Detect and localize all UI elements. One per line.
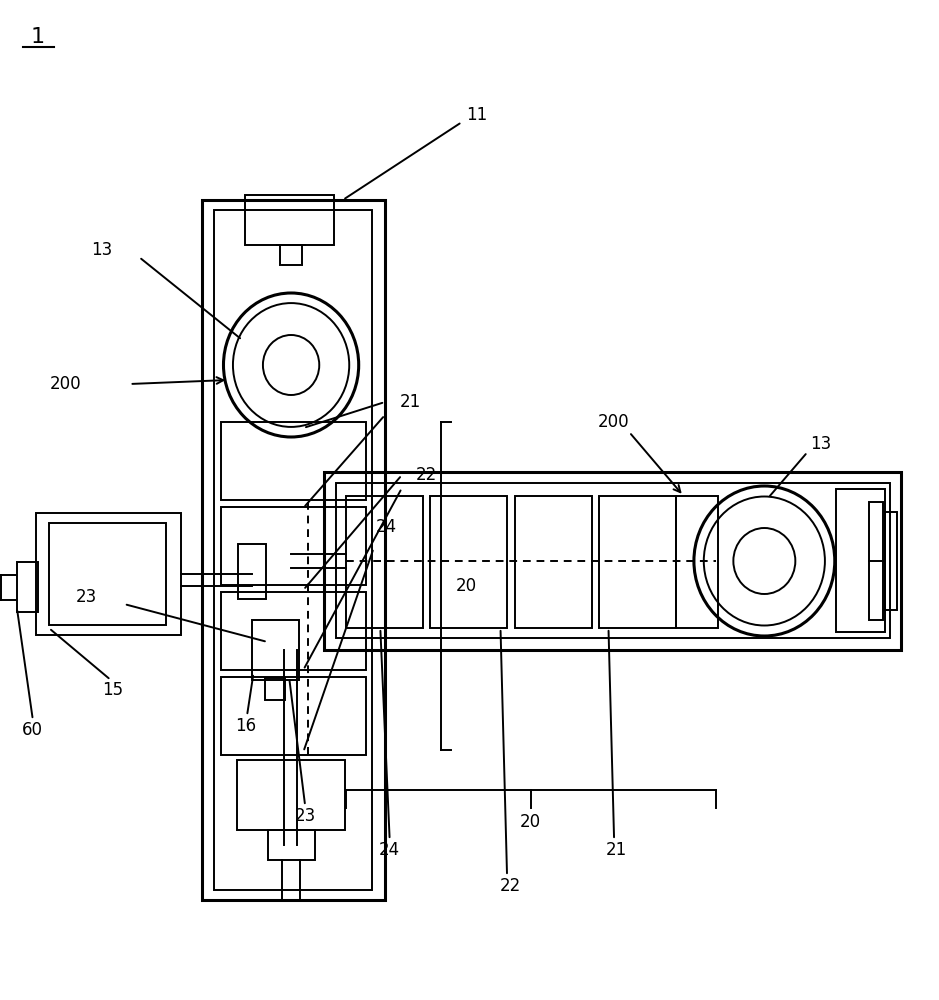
- Text: 23: 23: [295, 807, 316, 825]
- Bar: [245, 195, 334, 245]
- Bar: [202, 200, 385, 900]
- Bar: [238, 544, 266, 599]
- Bar: [268, 830, 315, 860]
- Text: 15: 15: [102, 681, 123, 699]
- Text: 22: 22: [500, 877, 520, 895]
- Bar: [221, 507, 366, 585]
- Bar: [214, 210, 372, 890]
- Bar: [36, 513, 181, 635]
- Bar: [17, 562, 38, 612]
- Text: 13: 13: [810, 435, 831, 453]
- Text: 16: 16: [236, 717, 256, 735]
- Text: 200: 200: [50, 375, 82, 393]
- Text: 11: 11: [467, 106, 487, 124]
- Bar: [252, 620, 299, 680]
- Bar: [336, 483, 890, 638]
- Bar: [324, 472, 901, 650]
- Bar: [49, 523, 166, 625]
- Bar: [221, 422, 366, 500]
- Text: 21: 21: [606, 841, 626, 859]
- Bar: [430, 496, 507, 628]
- Text: 60: 60: [23, 721, 43, 739]
- Text: 20: 20: [520, 813, 541, 831]
- Bar: [515, 496, 592, 628]
- Bar: [265, 678, 285, 700]
- Bar: [221, 677, 366, 755]
- Bar: [346, 496, 423, 628]
- Text: 13: 13: [91, 241, 112, 259]
- Text: 1: 1: [30, 27, 45, 47]
- Text: 24: 24: [379, 841, 400, 859]
- Bar: [885, 512, 897, 610]
- Bar: [836, 489, 885, 632]
- Bar: [221, 592, 366, 670]
- Bar: [869, 502, 883, 620]
- Bar: [676, 496, 718, 628]
- Text: 20: 20: [455, 577, 476, 595]
- Text: 22: 22: [416, 466, 438, 484]
- Text: 21: 21: [400, 393, 422, 411]
- Bar: [599, 496, 676, 628]
- Bar: [237, 760, 345, 830]
- Text: 200: 200: [597, 413, 629, 431]
- Text: 24: 24: [376, 518, 396, 536]
- Text: 23: 23: [76, 588, 97, 606]
